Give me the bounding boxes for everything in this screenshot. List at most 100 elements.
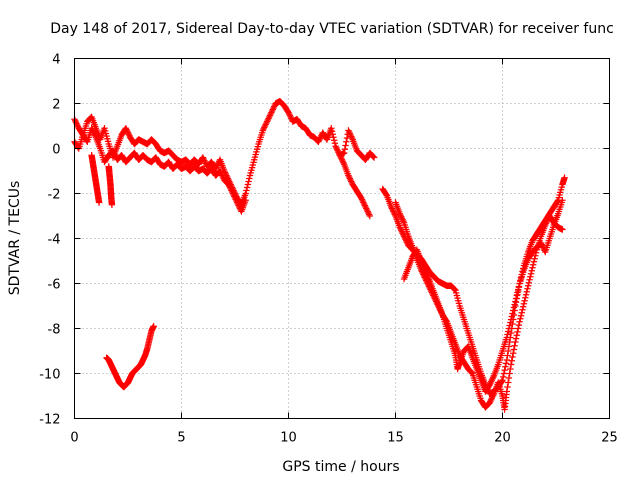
data-point (505, 325, 513, 332)
series-track-c (88, 152, 116, 208)
x-tick-label: 5 (177, 431, 185, 446)
data-point (333, 146, 341, 153)
data-point (468, 369, 476, 376)
data-point (124, 128, 131, 135)
data-point (542, 221, 549, 229)
data-point (514, 325, 522, 332)
data-point (513, 292, 520, 299)
data-point (515, 283, 523, 290)
data-point (425, 275, 432, 282)
data-point (388, 205, 396, 212)
data-point (524, 282, 532, 289)
data-point (529, 261, 537, 268)
data-point (91, 132, 99, 139)
data-point (264, 116, 272, 124)
data-point (363, 205, 370, 212)
data-point (364, 208, 371, 215)
data-point (512, 338, 519, 346)
data-point (490, 392, 497, 399)
y-tick-label: -2 (48, 188, 61, 203)
data-point (199, 154, 207, 161)
data-point (358, 194, 365, 202)
data-point (263, 119, 270, 127)
data-point (267, 110, 274, 118)
data-point (517, 312, 525, 319)
data-point (518, 309, 525, 316)
data-point (515, 321, 523, 329)
data-point (150, 323, 157, 330)
data-point (554, 198, 561, 205)
data-point (503, 388, 510, 395)
data-point (508, 313, 515, 320)
data-point (398, 213, 405, 220)
data-point (328, 128, 336, 135)
data-point (514, 286, 522, 293)
series-track-e (336, 152, 568, 397)
data-point (219, 173, 227, 181)
data-point (500, 370, 508, 377)
y-tick-label: 4 (52, 53, 60, 68)
data-point (72, 117, 79, 124)
data-point (422, 270, 430, 277)
data-point (83, 137, 90, 144)
data-point (396, 224, 403, 231)
data-point (537, 239, 545, 247)
data-point (345, 127, 352, 134)
data-point (512, 295, 520, 302)
data-point (531, 255, 538, 262)
data-point (95, 199, 103, 206)
y-tick-label: 0 (52, 143, 60, 158)
data-point (543, 218, 550, 226)
data-point (348, 134, 356, 142)
data-point (338, 155, 345, 162)
data-point (245, 178, 252, 185)
data-point (124, 129, 132, 136)
data-point (399, 230, 406, 237)
data-point (507, 316, 515, 323)
data-point (72, 119, 80, 126)
data-point (89, 128, 97, 135)
data-point (507, 319, 514, 326)
data-point (523, 288, 530, 295)
x-tick-label: 15 (387, 431, 404, 446)
data-point (366, 212, 374, 220)
data-point (511, 301, 518, 308)
data-point (509, 310, 516, 317)
data-point (390, 208, 397, 215)
data-point (487, 398, 494, 405)
data-point (348, 178, 355, 185)
data-point (259, 127, 267, 134)
data-point (345, 172, 352, 179)
data-point (539, 242, 546, 250)
data-point (216, 167, 224, 175)
data-point (397, 212, 404, 219)
data-point (228, 187, 235, 194)
data-point (488, 395, 495, 402)
data-point (504, 331, 511, 338)
data-point (74, 122, 81, 129)
data-point (332, 143, 339, 150)
data-point (266, 113, 273, 121)
data-point (125, 131, 132, 138)
data-point (334, 147, 341, 154)
data-point (347, 176, 354, 184)
data-point (363, 206, 371, 214)
data-point (242, 197, 249, 204)
data-point (266, 112, 274, 119)
data-point (500, 373, 507, 381)
data-point (109, 147, 117, 154)
data-point (217, 169, 224, 176)
data-point (341, 146, 349, 153)
data-point (507, 329, 515, 337)
data-point (346, 175, 354, 182)
data-point (507, 361, 515, 368)
chart-title: Day 148 of 2017, Sidereal Day-to-day VTE… (50, 21, 614, 37)
data-point (505, 379, 512, 386)
data-point (517, 315, 524, 322)
data-point (123, 126, 130, 133)
data-point (400, 231, 407, 238)
data-point (348, 133, 355, 140)
data-point (559, 226, 566, 233)
data-point (345, 173, 353, 181)
